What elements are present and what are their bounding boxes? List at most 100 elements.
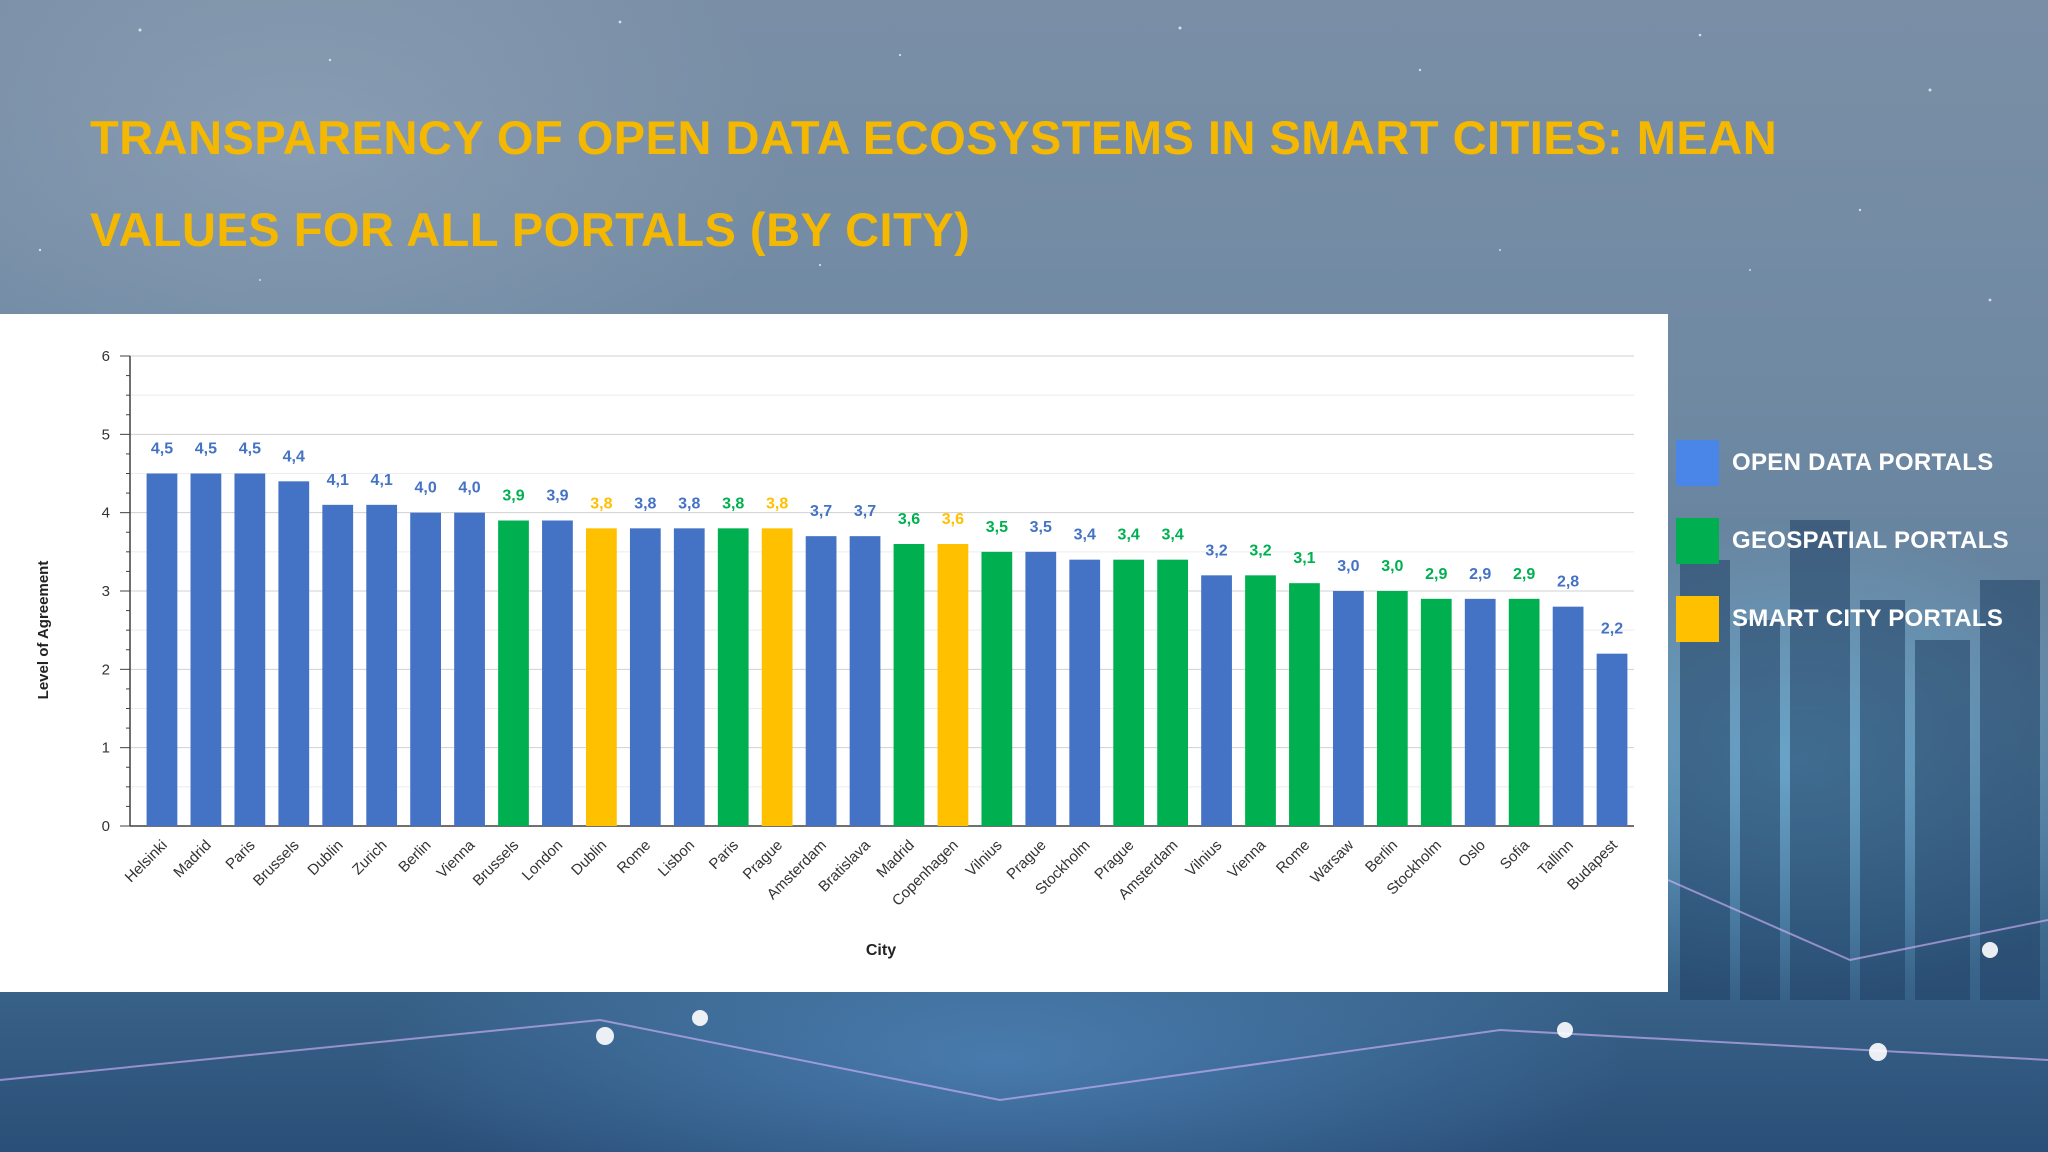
data-label: 3,7 — [854, 503, 876, 520]
data-label: 2,2 — [1601, 621, 1623, 638]
legend-item-open-data: OPEN DATA PORTALS — [1676, 440, 2048, 488]
data-label: 2,8 — [1557, 574, 1579, 591]
bar — [1420, 598, 1452, 826]
x-tick-label: Lisbon — [655, 837, 698, 880]
data-label: 4,5 — [239, 441, 261, 458]
bar — [1113, 559, 1145, 826]
data-label: 3,9 — [546, 488, 568, 505]
bar — [849, 536, 881, 826]
legend-swatch-geospatial — [1676, 518, 1719, 564]
data-label: 3,6 — [942, 511, 964, 528]
x-tick-label: Helsinki — [122, 837, 171, 886]
data-label: 3,5 — [986, 519, 1008, 536]
bar — [1508, 598, 1540, 826]
data-label: 4,1 — [371, 472, 393, 489]
bar — [1333, 591, 1364, 826]
bar — [586, 528, 617, 826]
bar — [1069, 559, 1101, 826]
bar — [1025, 551, 1057, 826]
legend-item-geospatial: GEOSPATIAL PORTALS — [1676, 518, 2048, 566]
data-label: 3,6 — [898, 511, 920, 528]
x-tick-label: Brussels — [470, 837, 523, 890]
x-tick-label: Madrid — [170, 837, 214, 881]
x-tick-label: Dublin — [568, 837, 610, 879]
bar — [937, 544, 969, 826]
data-label: 3,4 — [1118, 527, 1140, 544]
y-tick-label: 5 — [102, 426, 110, 443]
data-label: 4,1 — [327, 472, 349, 489]
legend-item-smart-city: SMART CITY PORTALS — [1676, 596, 2048, 644]
bar — [981, 551, 1013, 826]
bar — [278, 481, 310, 826]
data-label: 3,2 — [1249, 542, 1271, 559]
data-label: 4,5 — [151, 441, 173, 458]
bar — [1157, 559, 1188, 826]
y-tick-label: 4 — [102, 505, 110, 522]
bar — [542, 520, 573, 826]
y-tick-label: 0 — [102, 818, 110, 835]
x-tick-label: Berlin — [1362, 837, 1401, 876]
y-axis-title: Level of Agreement — [35, 561, 52, 700]
bar — [673, 528, 705, 826]
bar — [1596, 653, 1628, 826]
legend-label-smart-city: SMART CITY PORTALS — [1732, 605, 2004, 632]
legend-swatch-open-data — [1676, 440, 1719, 486]
data-label: 4,5 — [195, 441, 217, 458]
bar — [234, 473, 266, 826]
x-tick-label: Zurich — [349, 837, 390, 878]
x-axis-title: City — [866, 942, 896, 959]
x-tick-label: Dublin — [304, 837, 346, 879]
y-tick-label: 1 — [102, 740, 110, 757]
chart-panel: 0 1 2 3 4 5 6 4,5 Helsinki 4,5 Madrid 4,5 Paris 4,4 Br… — [0, 314, 1668, 992]
data-label: 3,8 — [678, 495, 700, 512]
data-label: 3,1 — [1293, 550, 1315, 567]
x-tick-label: Rome — [1273, 837, 1313, 877]
slide-title: TRANSPARENCY OF OPEN DATA ECOSYSTEMS IN … — [90, 111, 1778, 256]
bar — [190, 473, 222, 826]
data-label: 3,4 — [1161, 527, 1183, 544]
bar — [146, 473, 178, 826]
bar — [761, 528, 793, 826]
x-tick-label: Brussels — [250, 837, 303, 890]
bar — [1464, 598, 1496, 826]
data-label: 3,8 — [634, 495, 656, 512]
data-label: 2,9 — [1513, 566, 1535, 583]
data-label: 2,9 — [1469, 566, 1491, 583]
data-label: 4,4 — [283, 448, 305, 465]
bar — [410, 512, 441, 826]
data-label: 3,0 — [1337, 558, 1359, 575]
legend-swatch-smart-city — [1676, 596, 1719, 642]
x-tick-label: Vilnius — [1182, 837, 1225, 880]
data-label: 2,9 — [1425, 566, 1447, 583]
data-label: 3,9 — [502, 488, 524, 505]
bar — [1245, 575, 1276, 826]
data-label: 4,0 — [458, 480, 480, 497]
x-tick-label: Berlin — [395, 837, 434, 876]
y-tick-label: 3 — [102, 583, 110, 600]
x-tick-label: Oslo — [1455, 837, 1489, 871]
x-tick-label: Paris — [222, 837, 258, 873]
x-tick-label: Rome — [614, 837, 654, 877]
legend-label-geospatial: GEOSPATIAL PORTALS — [1732, 527, 2009, 554]
bar — [805, 536, 837, 826]
bar — [454, 512, 485, 826]
bar — [1289, 583, 1320, 826]
bar — [1552, 606, 1584, 826]
legend-label-open-data: OPEN DATA PORTALS — [1732, 449, 1994, 476]
x-tick-label: Warsaw — [1307, 837, 1357, 887]
data-label: 3,2 — [1205, 542, 1227, 559]
data-label: 3,5 — [1030, 519, 1052, 536]
data-label: 3,7 — [810, 503, 832, 520]
bar-chart: 0 1 2 3 4 5 6 4,5 Helsinki 4,5 Madrid 4,5 Paris 4,4 Br… — [35, 348, 1634, 959]
data-label: 3,0 — [1381, 558, 1403, 575]
bar — [1201, 575, 1232, 826]
y-tick-label: 2 — [102, 661, 110, 678]
bar — [322, 504, 354, 826]
x-tick-label: London — [519, 837, 566, 884]
x-tick-label: Vilnius — [963, 837, 1006, 880]
x-tick-label: Vienna — [1224, 836, 1269, 881]
data-label: 4,0 — [414, 480, 436, 497]
bar — [1376, 591, 1408, 826]
bar — [629, 528, 661, 826]
data-label: 3,8 — [766, 495, 788, 512]
